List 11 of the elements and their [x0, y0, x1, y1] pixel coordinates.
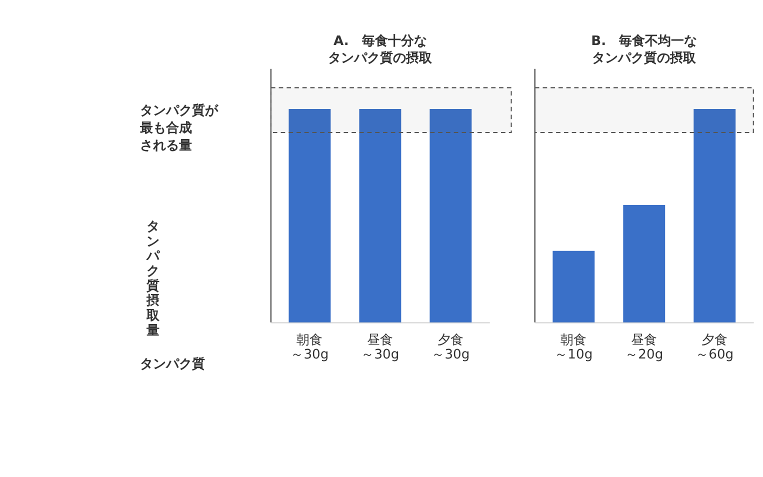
band-label: タンパク質が最も合成される量: [138, 102, 219, 154]
x-tick-label: 夕食～30g: [432, 332, 470, 363]
x-tick-label: 朝食～30g: [290, 332, 329, 363]
x-tick-label: 昼食～20g: [625, 332, 664, 363]
x-tick-label: 夕食～60g: [696, 332, 734, 363]
chart-title: A. 毎食十分なタンパク質の摂取: [328, 34, 434, 66]
text: タンパク質: [140, 356, 205, 372]
x-tick-label: 昼食～30g: [361, 332, 400, 363]
x-tick-label: 朝食～10g: [554, 332, 593, 363]
chart-title: B. 毎食不均一なタンパク質の摂取: [591, 34, 698, 66]
y-axis-title: タンパク質摂取量: [145, 219, 160, 338]
